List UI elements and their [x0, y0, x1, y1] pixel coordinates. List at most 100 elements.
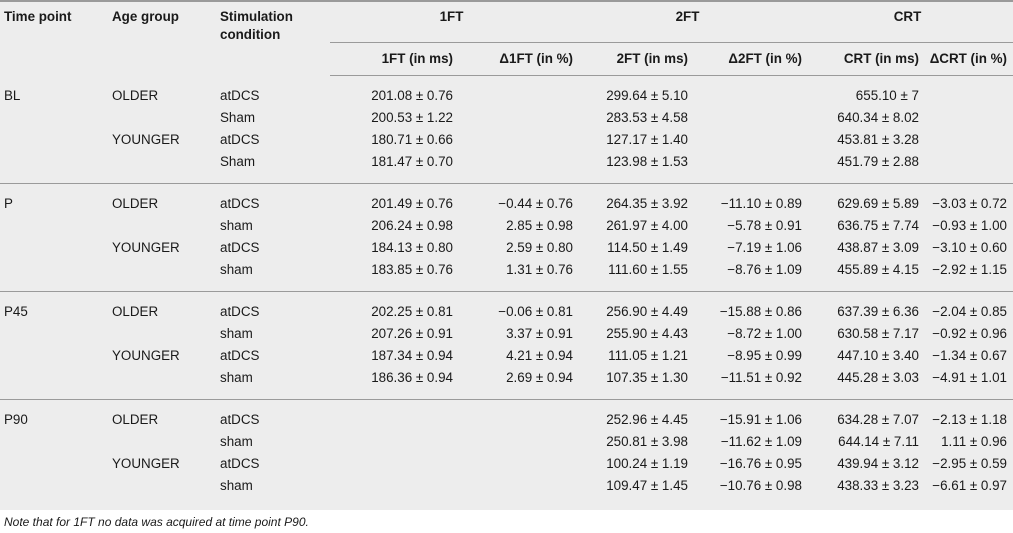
table-row: P OLDER atDCS 201.49 ± 0.76 −0.44 ± 0.76 264.…: [0, 184, 1013, 216]
time-point-cell: [0, 431, 112, 453]
time-point-cell: [0, 151, 112, 184]
value-2ft-ms: 107.35 ± 1.30: [573, 367, 688, 400]
table-row: P90 OLDER atDCS 252.96 ± 4.45 −15.91 ± 1.06 6…: [0, 400, 1013, 432]
value-delta-2ft: [688, 129, 802, 151]
value-2ft-ms: 255.90 ± 4.43: [606, 326, 688, 341]
data-table-panel: Time point Age group Stimulation conditi…: [0, 0, 1013, 510]
value-delta-1ft: [453, 107, 573, 129]
value-delta-2ft: −11.10 ± 0.89: [720, 196, 802, 211]
value-1ft-ms: 206.24 ± 0.98: [371, 218, 453, 233]
value-crt-ms: 447.10 ± 3.40: [837, 348, 919, 363]
value-delta-crt: −4.91 ± 1.01: [919, 367, 1013, 400]
value-delta-1ft: −0.44 ± 0.76: [498, 196, 573, 211]
value-2ft-ms: 123.98 ± 1.53: [573, 151, 688, 184]
value-1ft-ms: 187.34 ± 0.94: [371, 348, 453, 363]
value-delta-2ft: −10.76 ± 0.98: [719, 478, 802, 493]
stimulation-condition-cell: atDCS: [220, 348, 260, 363]
stimulation-condition-cell: sham: [220, 367, 330, 400]
table-row: YOUNGER atDCS 180.71 ± 0.66 127.17 ± 1.40 45…: [0, 129, 1013, 151]
header-delta-1ft: Δ1FT (in %): [453, 42, 573, 76]
table-row: sham 109.47 ± 1.45 −10.76 ± 0.98 438.33 ± 3…: [0, 475, 1013, 507]
age-group-cell: [112, 215, 220, 237]
value-2ft-ms: 256.90 ± 4.49: [606, 304, 688, 319]
stimulation-condition-cell: Sham: [220, 110, 255, 125]
table-row: sham 207.26 ± 0.91 3.37 ± 0.91 255.90 ± 4.4…: [0, 323, 1013, 345]
stimulation-condition-cell: atDCS: [220, 304, 260, 319]
value-crt-ms: 644.14 ± 7.11: [838, 434, 919, 449]
value-2ft-ms: 114.50 ± 1.49: [607, 240, 688, 255]
value-delta-1ft: [453, 400, 573, 432]
stimulation-condition-cell: atDCS: [220, 196, 260, 211]
table-row: YOUNGER atDCS 184.13 ± 0.80 2.59 ± 0.80 114.…: [0, 237, 1013, 259]
value-delta-crt: −6.61 ± 0.97: [932, 478, 1007, 493]
time-point-cell: [0, 215, 112, 237]
value-crt-ms: 451.79 ± 2.88: [802, 151, 919, 184]
value-delta-crt: −3.03 ± 0.72: [932, 196, 1007, 211]
age-group-cell: [112, 431, 220, 453]
value-1ft-ms: 183.85 ± 0.76: [330, 259, 453, 292]
value-2ft-ms: 109.47 ± 1.45: [606, 478, 688, 493]
time-point-cell: P45: [4, 304, 28, 319]
value-delta-crt: −1.34 ± 0.67: [932, 348, 1007, 363]
value-delta-crt: 1.11 ± 0.96: [941, 434, 1007, 449]
value-delta-crt: −3.10 ± 0.60: [932, 240, 1007, 255]
age-group-cell: [112, 323, 220, 345]
value-delta-1ft: [453, 431, 573, 453]
stimulation-condition-cell: sham: [220, 218, 253, 233]
age-group-cell: [112, 259, 220, 292]
age-group-cell: [112, 475, 220, 507]
value-crt-ms: 453.81 ± 3.28: [837, 132, 919, 147]
value-crt-ms: 629.69 ± 5.89: [837, 196, 919, 211]
value-delta-1ft: 2.69 ± 0.94: [453, 367, 573, 400]
time-point-cell: [0, 345, 112, 367]
value-crt-ms: 637.39 ± 6.36: [837, 304, 919, 319]
header-age-group: Age group: [112, 9, 179, 24]
value-crt-ms: 636.75 ± 7.74: [837, 218, 919, 233]
header-1ft-ms: 1FT (in ms): [330, 42, 453, 76]
value-delta-2ft: [688, 107, 802, 129]
header-stimulation-line1: Stimulation: [220, 9, 293, 24]
value-1ft-ms: [330, 431, 453, 453]
value-delta-crt: −2.95 ± 0.59: [932, 456, 1007, 471]
age-group-cell: [112, 151, 220, 184]
value-2ft-ms: 261.97 ± 4.00: [606, 218, 688, 233]
age-group-cell: YOUNGER: [112, 456, 180, 471]
value-1ft-ms: 201.49 ± 0.76: [371, 196, 453, 211]
header-stimulation-condition: Stimulation condition: [220, 2, 330, 76]
table-row: sham 250.81 ± 3.98 −11.62 ± 1.09 644.14 ± 7…: [0, 431, 1013, 453]
results-table: Time point Age group Stimulation conditi…: [0, 2, 1013, 507]
time-point-cell: P: [4, 196, 13, 211]
value-2ft-ms: 111.05 ± 1.21: [608, 348, 688, 363]
value-crt-ms: 438.87 ± 3.09: [837, 240, 919, 255]
value-delta-1ft: [453, 151, 573, 184]
value-delta-crt: −2.13 ± 1.18: [932, 412, 1007, 427]
age-group-cell: [112, 367, 220, 400]
value-2ft-ms: 299.64 ± 5.10: [606, 88, 688, 103]
stimulation-condition-cell: atDCS: [220, 456, 260, 471]
value-delta-crt: −0.93 ± 1.00: [932, 218, 1007, 233]
value-crt-ms: 445.28 ± 3.03: [802, 367, 919, 400]
value-delta-1ft: 2.59 ± 0.80: [506, 240, 573, 255]
value-delta-crt: −2.04 ± 0.85: [932, 304, 1007, 319]
table-row: sham 206.24 ± 0.98 2.85 ± 0.98 261.97 ± 4.0…: [0, 215, 1013, 237]
value-1ft-ms: 207.26 ± 0.91: [371, 326, 453, 341]
value-2ft-ms: 250.81 ± 3.98: [606, 434, 688, 449]
age-group-cell: YOUNGER: [112, 348, 180, 363]
header-group-crt: CRT: [802, 2, 1013, 43]
value-2ft-ms: 111.60 ± 1.55: [573, 259, 688, 292]
value-crt-ms: 455.89 ± 4.15: [802, 259, 919, 292]
stimulation-condition-cell: sham: [220, 434, 253, 449]
stimulation-condition-cell: sham: [220, 326, 253, 341]
value-1ft-ms: 201.08 ± 0.76: [371, 88, 453, 103]
value-delta-crt: −0.92 ± 0.96: [932, 326, 1007, 341]
value-delta-1ft: 3.37 ± 0.91: [506, 326, 573, 341]
value-delta-1ft: [453, 475, 573, 507]
value-delta-2ft: −11.51 ± 0.92: [688, 367, 802, 400]
header-delta-crt: ΔCRT (in %): [919, 42, 1013, 76]
value-1ft-ms: 180.71 ± 0.66: [371, 132, 453, 147]
value-2ft-ms: 127.17 ± 1.40: [606, 132, 688, 147]
value-crt-ms: 634.28 ± 7.07: [837, 412, 919, 427]
stimulation-condition-cell: atDCS: [220, 132, 260, 147]
value-delta-2ft: −8.72 ± 1.00: [727, 326, 802, 341]
time-point-cell: [0, 367, 112, 400]
